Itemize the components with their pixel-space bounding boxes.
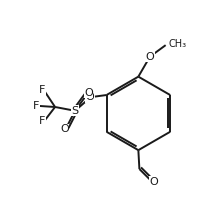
Text: O: O	[86, 92, 95, 102]
Text: F: F	[39, 117, 45, 126]
Text: F: F	[39, 85, 45, 95]
Text: O: O	[60, 124, 69, 134]
Text: F: F	[33, 101, 40, 111]
Text: CH₃: CH₃	[168, 39, 186, 49]
Text: O: O	[149, 177, 158, 187]
Text: O: O	[84, 88, 93, 98]
Text: S: S	[72, 106, 79, 116]
Text: O: O	[145, 52, 154, 62]
